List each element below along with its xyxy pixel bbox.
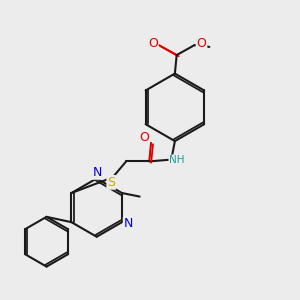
Text: N: N	[124, 218, 133, 230]
Text: NH: NH	[169, 155, 185, 165]
Text: O: O	[148, 37, 158, 50]
Text: O: O	[139, 131, 149, 144]
Text: O: O	[196, 37, 206, 50]
Text: S: S	[107, 176, 115, 189]
Text: N: N	[93, 166, 102, 179]
